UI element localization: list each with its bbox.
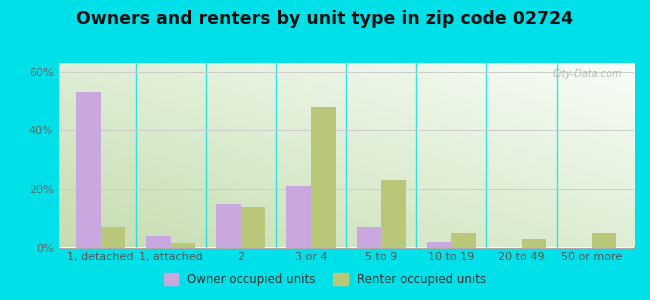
Bar xyxy=(171,243,195,248)
Bar xyxy=(311,107,335,248)
Bar xyxy=(427,242,451,248)
Bar xyxy=(76,92,101,247)
Bar xyxy=(101,227,125,247)
Bar xyxy=(241,206,265,247)
Bar xyxy=(216,204,241,248)
Text: Owners and renters by unit type in zip code 02724: Owners and renters by unit type in zip c… xyxy=(77,11,573,28)
Bar xyxy=(357,227,381,247)
Bar xyxy=(146,236,171,248)
Bar xyxy=(451,233,476,248)
Bar xyxy=(381,180,406,248)
Bar xyxy=(287,186,311,248)
Text: City-Data.com: City-Data.com xyxy=(552,68,622,79)
Bar xyxy=(521,239,546,248)
Bar xyxy=(592,233,616,248)
Legend: Owner occupied units, Renter occupied units: Owner occupied units, Renter occupied un… xyxy=(159,268,491,291)
